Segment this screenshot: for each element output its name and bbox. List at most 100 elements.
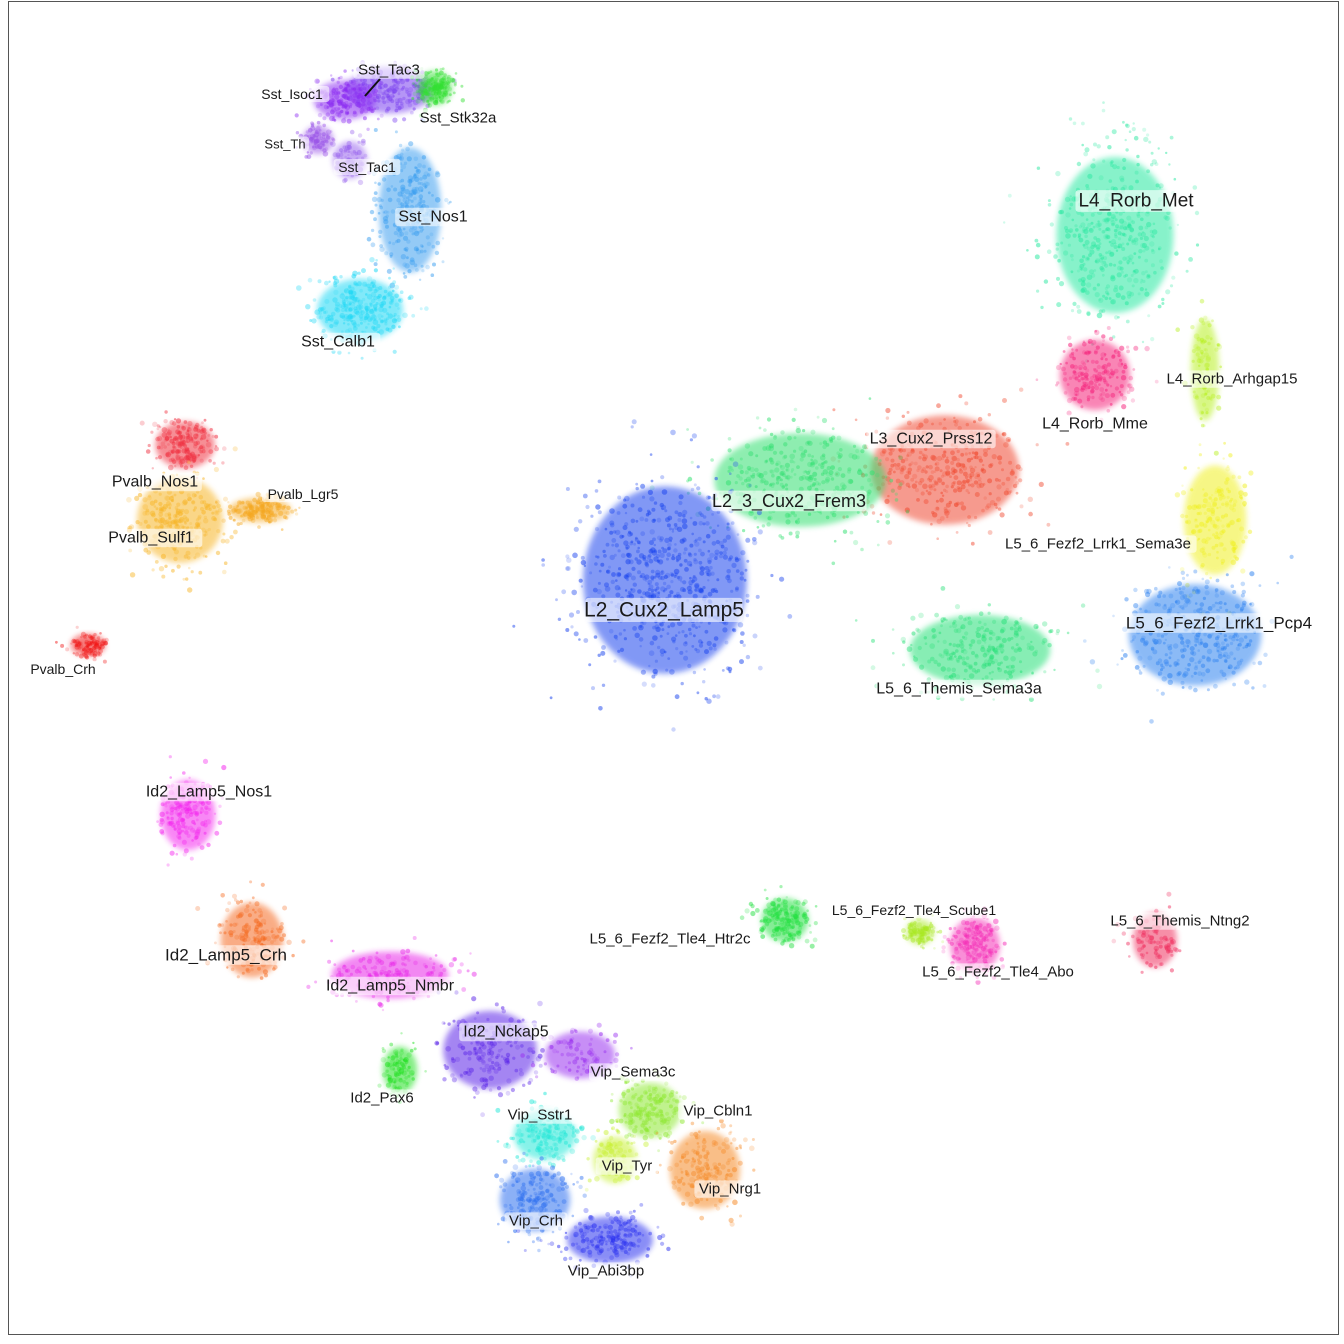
point [164, 436, 170, 442]
point [1199, 602, 1205, 607]
point [416, 248, 419, 251]
point [1194, 643, 1198, 647]
point [432, 86, 435, 90]
point [726, 522, 730, 526]
point [982, 463, 985, 467]
point [430, 87, 435, 92]
point [343, 177, 348, 183]
point [241, 518, 246, 523]
point [442, 88, 448, 94]
point [328, 93, 333, 99]
point [431, 84, 438, 91]
point [1231, 541, 1236, 547]
point [572, 552, 578, 559]
point [172, 547, 177, 551]
point [1072, 233, 1077, 238]
point [137, 492, 143, 498]
point [333, 283, 338, 288]
point [884, 475, 888, 479]
point [978, 620, 982, 624]
point [729, 472, 732, 476]
point [969, 643, 973, 647]
point [460, 84, 464, 88]
point [1194, 602, 1198, 605]
point [1102, 378, 1107, 383]
point [323, 137, 327, 141]
point [674, 694, 680, 700]
point [347, 153, 350, 157]
point [604, 586, 611, 592]
point [619, 534, 624, 539]
point [961, 463, 966, 468]
point [215, 510, 219, 514]
point [738, 476, 743, 481]
point [426, 173, 431, 177]
point [975, 632, 982, 639]
point [1224, 677, 1228, 681]
point [671, 556, 676, 561]
point [421, 203, 426, 208]
point [1128, 375, 1134, 381]
point [367, 93, 373, 98]
point [383, 83, 388, 88]
point [216, 529, 221, 534]
point [679, 586, 685, 592]
point [359, 288, 363, 293]
point [960, 505, 967, 511]
point [405, 98, 411, 105]
point [698, 639, 703, 644]
point [1066, 631, 1070, 635]
point [1082, 226, 1087, 232]
point [694, 582, 700, 589]
point [329, 115, 335, 122]
point [1197, 346, 1201, 351]
point [691, 623, 696, 628]
point [1197, 466, 1200, 470]
point [746, 465, 752, 471]
point [1206, 688, 1210, 692]
point [1201, 655, 1206, 660]
point [737, 622, 744, 628]
point [1001, 481, 1006, 486]
point [940, 586, 946, 591]
point [761, 524, 766, 528]
point [1105, 290, 1109, 295]
point [820, 465, 825, 470]
point [1003, 670, 1008, 674]
point [1105, 135, 1110, 140]
point [907, 471, 912, 475]
point [201, 510, 206, 515]
point [783, 442, 788, 447]
point [831, 512, 837, 518]
point [1120, 232, 1124, 237]
point [789, 453, 795, 460]
point [325, 139, 329, 142]
point [920, 469, 925, 474]
point [155, 507, 159, 511]
point [691, 532, 694, 536]
point [997, 662, 1002, 667]
point [401, 148, 404, 152]
point [1214, 347, 1219, 352]
point [347, 102, 353, 108]
point [1096, 683, 1103, 690]
point [735, 586, 739, 591]
point [974, 515, 978, 520]
point [763, 428, 767, 432]
point [331, 95, 335, 99]
point [440, 77, 446, 84]
point [597, 479, 602, 484]
point [343, 288, 349, 294]
point [856, 510, 860, 514]
point [1157, 594, 1162, 599]
point [387, 87, 393, 93]
point [191, 500, 196, 505]
point [422, 84, 425, 87]
point [917, 465, 922, 470]
point [722, 554, 729, 560]
point [339, 275, 343, 279]
point [343, 82, 347, 86]
point [1069, 253, 1074, 258]
point [901, 414, 905, 418]
point [444, 79, 449, 84]
